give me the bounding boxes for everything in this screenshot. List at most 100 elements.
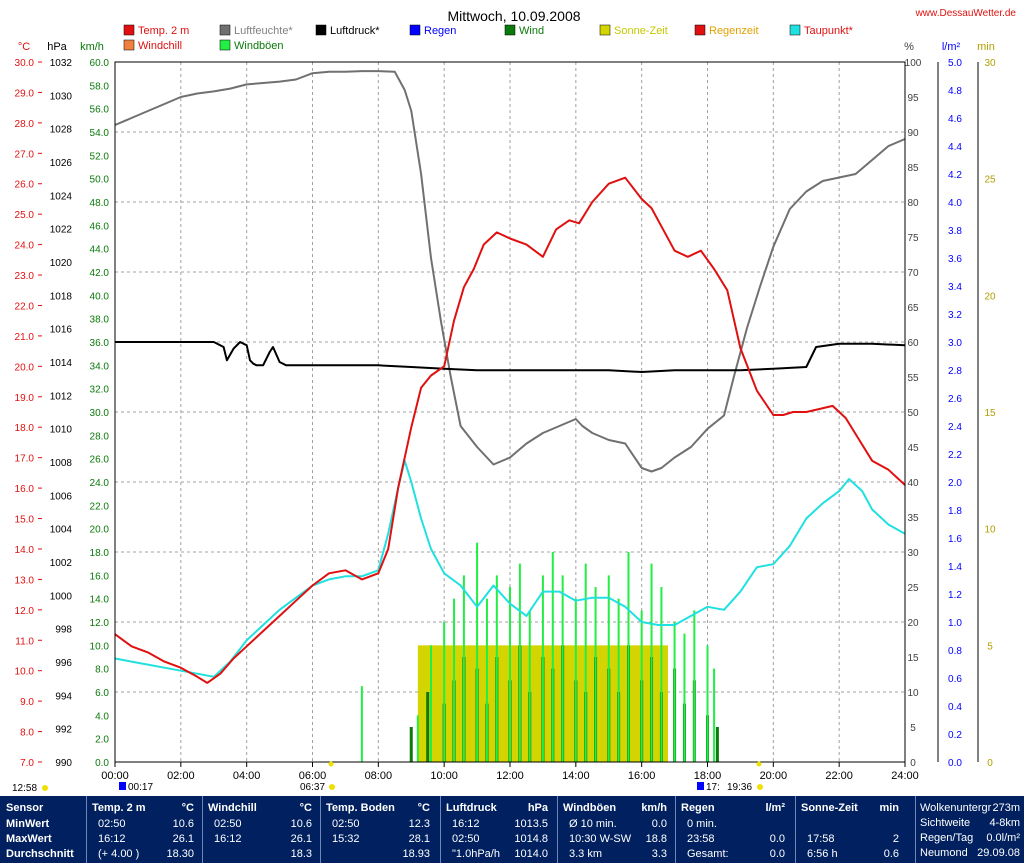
legend-label: Regen — [424, 25, 456, 37]
tick-label: 24.0 — [15, 241, 35, 252]
tick-label: 55 — [907, 373, 919, 384]
tick-label: 1006 — [50, 491, 73, 502]
dewpoint-line — [114, 459, 906, 678]
legend-label: Wind — [519, 25, 544, 37]
tick-label: 58.0 — [90, 81, 110, 92]
column-separator — [795, 796, 796, 863]
tick-label: 5 — [987, 641, 993, 652]
axis-ticks: 7.0 8.0 9.0 10.0 11.0 12.0 13.0 14.0 15.0 16.0 17.… — [15, 58, 996, 782]
row-value: 10.6 — [290, 818, 312, 830]
row-label: Durchschnitt — [6, 848, 74, 860]
tick-label: 2.4 — [948, 422, 962, 433]
tick-label: 6.0 — [95, 688, 109, 699]
tick-label: 20.0 — [90, 525, 110, 536]
tick-label: 1018 — [50, 291, 73, 302]
tick-label: 23.0 — [15, 271, 35, 282]
axis-unit-label: % — [904, 41, 914, 53]
tick-label: 996 — [55, 658, 72, 669]
tick-label: 95 — [907, 93, 919, 104]
tick-label: 0.8 — [948, 646, 962, 657]
tick-label: 4.6 — [948, 114, 962, 125]
tick-label: 5 — [910, 723, 916, 734]
group-unit: °C — [299, 802, 312, 814]
axis-unit-label: °C — [18, 41, 30, 53]
tick-label: 54.0 — [90, 128, 110, 139]
tick-label: 1022 — [50, 225, 73, 236]
legend-label: Luftfeuchte* — [234, 25, 293, 37]
tick-label: 1030 — [50, 91, 73, 102]
row-time: 02:50 — [214, 818, 242, 830]
tick-label: 30.0 — [90, 408, 110, 419]
site-link[interactable]: www.DessauWetter.de — [915, 8, 1017, 19]
group-unit: hPa — [527, 802, 548, 814]
summary-table: Sensor MinWert MaxWert Durchschnitt Temp. 2 … — [0, 796, 1024, 863]
tick-label: 30 — [907, 548, 919, 559]
tick-label: 65 — [907, 303, 919, 314]
tick-label: 50.0 — [90, 175, 110, 186]
group-unit: km/h — [641, 802, 667, 814]
tick-label: 1024 — [50, 191, 73, 202]
bar-series — [360, 542, 719, 762]
row-value: 0.0 — [651, 818, 667, 830]
tick-label: 1014 — [50, 358, 73, 369]
extra-value: 273m — [992, 802, 1020, 814]
extra-value: 29.09.08 — [977, 847, 1020, 859]
tick-label: 13.0 — [15, 575, 35, 586]
tick-label: 0 — [910, 758, 916, 769]
legend-swatch — [789, 24, 801, 36]
tick-label: 18.0 — [15, 423, 35, 434]
temp-line — [114, 176, 906, 684]
row-time: 16:12 — [214, 833, 242, 845]
row-time: 10:30 W-SW — [569, 833, 632, 845]
legend-swatch — [123, 39, 135, 51]
tick-label: 60 — [907, 338, 919, 349]
row-time: "1.0hPa/h — [452, 848, 500, 860]
sun-events: 12:58 00:17 06:37 17: 19:36 — [12, 761, 763, 794]
tick-label: 2.0 — [95, 735, 109, 746]
tick-label: 1032 — [50, 58, 73, 69]
tick-label: 18.0 — [90, 548, 110, 559]
legend-label: Luftdruck* — [330, 25, 380, 37]
row-label: MaxWert — [6, 833, 52, 845]
row-value: 18.8 — [645, 833, 667, 845]
tick-label: 0.0 — [95, 758, 109, 769]
tick-label: 3.2 — [948, 310, 962, 321]
tick-label: 3.8 — [948, 226, 962, 237]
group-unit: min — [879, 802, 899, 814]
tick-label: 1.2 — [948, 590, 962, 601]
legend-label: Regenzeit — [709, 25, 759, 37]
tick-label: 25.0 — [15, 210, 35, 221]
tick-label: 38.0 — [90, 315, 110, 326]
tick-label: 40 — [907, 478, 919, 489]
legend: Temp. 2 m Luftfeuchte* Luftdruck* Regen Wind… — [123, 24, 854, 52]
tick-label: 0.0 — [948, 758, 962, 769]
column-separator — [557, 796, 558, 863]
tick-label: 20.0 — [15, 362, 35, 373]
sunset-icon — [757, 784, 763, 790]
row-time: Gesamt: — [687, 848, 729, 860]
x-tick-label: 16:00 — [628, 770, 656, 782]
row-time: 6:56 h — [807, 848, 838, 860]
tick-label: 19.0 — [15, 393, 35, 404]
tick-label: 1.0 — [948, 618, 962, 629]
row-value: 18.3 — [290, 848, 312, 860]
group-title: Temp. 2 m — [92, 802, 146, 814]
tick-label: 0 — [987, 758, 993, 769]
tick-label: 22.0 — [90, 501, 110, 512]
tick-label: 22.0 — [15, 301, 35, 312]
row-time: 15:32 — [332, 833, 360, 845]
legend-swatch — [504, 24, 516, 36]
tick-label: 12.0 — [90, 618, 110, 629]
row-value: 26.1 — [172, 833, 194, 845]
tick-label: 2.8 — [948, 366, 962, 377]
row-value: 2 — [892, 833, 899, 845]
tick-label: 2.0 — [948, 478, 962, 489]
tick-label: 60.0 — [90, 58, 110, 69]
row-time: 16:12 — [452, 818, 480, 830]
tick-label: 50 — [907, 408, 919, 419]
legend-swatch — [123, 24, 135, 36]
x-tick-label: 18:00 — [694, 770, 722, 782]
column-separator — [202, 796, 203, 863]
tick-label: 1000 — [50, 591, 73, 602]
tick-label: 0.6 — [948, 674, 962, 685]
